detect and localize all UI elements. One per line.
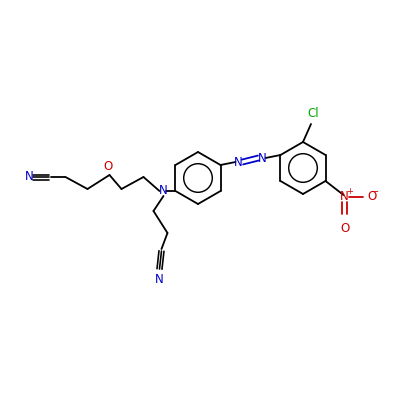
Text: N: N — [25, 170, 34, 184]
Text: O: O — [104, 160, 113, 173]
Text: N: N — [234, 156, 243, 168]
Text: O: O — [368, 190, 377, 204]
Text: −: − — [372, 187, 380, 197]
Text: N: N — [258, 152, 267, 164]
Text: N: N — [159, 184, 168, 198]
Text: O: O — [340, 222, 349, 235]
Text: Cl: Cl — [307, 107, 319, 120]
Text: +: + — [346, 188, 353, 196]
Text: N: N — [155, 273, 164, 286]
Text: N: N — [340, 190, 349, 204]
